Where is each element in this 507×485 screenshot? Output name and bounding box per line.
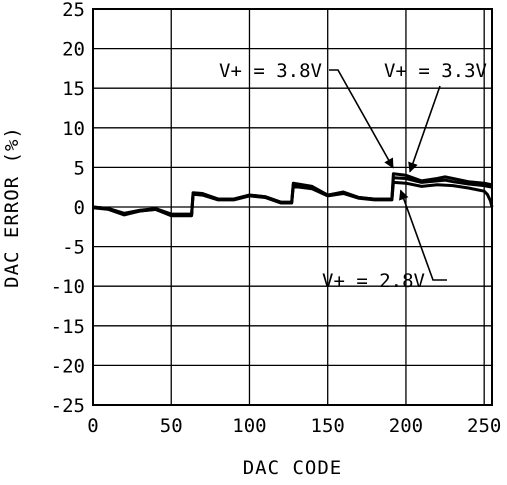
series-line-2.8v: [92, 180, 494, 218]
y-tick-label: -20: [51, 355, 85, 377]
annotation-label: V+ = 3.8V: [219, 60, 322, 82]
annotation-arrow: [329, 69, 394, 169]
y-tick-label: 5: [74, 157, 85, 179]
annotation-arrow: [408, 85, 441, 173]
series-layer: [92, 172, 494, 218]
y-tick-label: -15: [51, 316, 85, 338]
x-tick-label: 0: [87, 415, 98, 437]
plot-frame: [92, 8, 493, 406]
annotation-layer: V+ = 3.8V V+ = 3.3V V+ = 2.8V: [219, 60, 487, 292]
y-tick-label: 10: [62, 118, 85, 140]
y-tick-label: -10: [51, 276, 85, 298]
y-tick-label: 20: [62, 39, 85, 61]
y-axis-title: DAC ERROR (%): [1, 126, 23, 288]
x-tick-label: 50: [160, 415, 183, 437]
x-tick-label: 150: [311, 415, 345, 437]
series-line-3.3v: [92, 176, 493, 216]
y-tick-label: -5: [62, 237, 85, 259]
annotation-label: V+ = 2.8V: [322, 270, 425, 292]
y-tick-label: 0: [74, 197, 85, 219]
x-axis-title: DAC CODE: [243, 457, 343, 479]
x-tick-label: 250: [467, 415, 501, 437]
x-tick-label: 200: [389, 415, 423, 437]
x-tick-labels: 0 50 100 150 200 250: [87, 415, 501, 437]
y-tick-label: 25: [62, 0, 85, 21]
y-tick-labels: -25 -20 -15 -10 -5 0 5 10 15 20 25: [51, 0, 85, 417]
annotation-label: V+ = 3.3V: [384, 60, 487, 82]
y-tick-label: 15: [62, 78, 85, 100]
annotation-arrow: [399, 189, 447, 281]
y-tick-label: -25: [51, 395, 85, 417]
x-tick-label: 100: [232, 415, 266, 437]
